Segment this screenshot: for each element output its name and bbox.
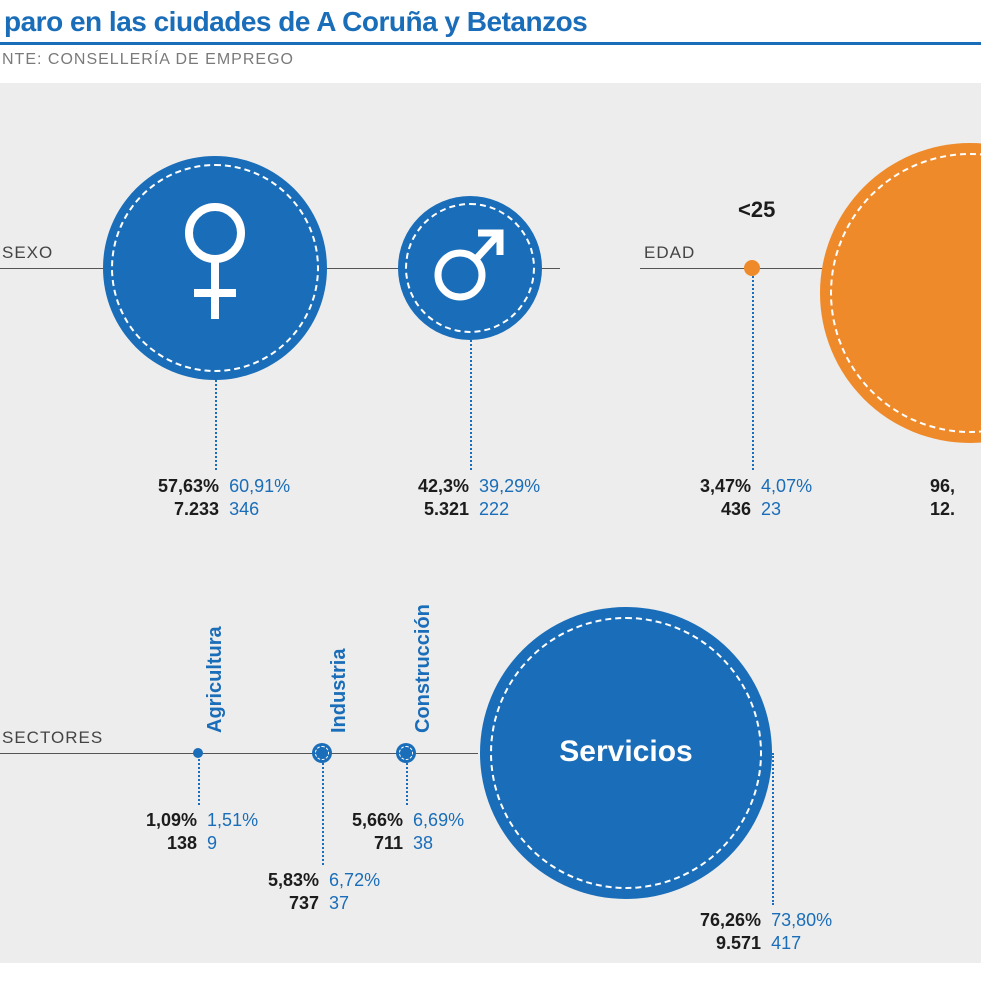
label-serv: Servicios bbox=[496, 735, 756, 769]
lead-u25 bbox=[752, 276, 754, 470]
lead-cons bbox=[406, 763, 408, 805]
infographic-canvas: SEXO EDAD SECTORES 57,63%7.233 60,91%346… bbox=[0, 83, 981, 963]
stats-agri-dark: 1,09%138 bbox=[146, 809, 197, 854]
stats-agri: 1,09%138 1,51%9 bbox=[146, 809, 258, 854]
bubble-cons bbox=[396, 743, 416, 763]
stats-agri-light: 1,51%9 bbox=[207, 809, 258, 854]
stats-male: 42,3%5.321 39,29%222 bbox=[418, 475, 540, 520]
chart-title: paro en las ciudades de A Coruña y Betan… bbox=[0, 6, 981, 38]
lead-female bbox=[215, 380, 217, 470]
label-u25: <25 bbox=[738, 197, 775, 223]
stats-male-light: 39,29%222 bbox=[479, 475, 540, 520]
stats-cons-dark: 5,66%711 bbox=[352, 809, 403, 854]
stats-serv-dark: 76,26%9.571 bbox=[700, 909, 761, 954]
source-line: NTE: CONSELLERÍA DE EMPREGO bbox=[0, 47, 981, 83]
bubble-agri bbox=[193, 748, 203, 758]
header: paro en las ciudades de A Coruña y Betan… bbox=[0, 0, 981, 45]
label-indu: Industria bbox=[328, 649, 351, 733]
label-sexo: SEXO bbox=[2, 243, 53, 263]
stats-o25: 96,12. bbox=[930, 475, 955, 520]
female-icon bbox=[180, 201, 250, 331]
stats-u25: 3,47%436 4,07%23 bbox=[700, 475, 812, 520]
bubble-u25 bbox=[744, 260, 760, 276]
lead-indu bbox=[322, 763, 324, 865]
stats-u25-dark: 3,47%436 bbox=[700, 475, 751, 520]
stats-indu-dark: 5,83%737 bbox=[268, 869, 319, 914]
label-cons: Construcción bbox=[412, 604, 435, 733]
stats-o25-dark: 96,12. bbox=[930, 475, 955, 520]
stats-indu-light: 6,72%37 bbox=[329, 869, 380, 914]
lead-serv bbox=[772, 753, 774, 905]
stats-female: 57,63%7.233 60,91%346 bbox=[158, 475, 290, 520]
label-sectores: SECTORES bbox=[2, 728, 103, 748]
stats-u25-light: 4,07%23 bbox=[761, 475, 812, 520]
stats-male-dark: 42,3%5.321 bbox=[418, 475, 469, 520]
lead-male bbox=[470, 340, 472, 470]
stats-female-dark: 57,63%7.233 bbox=[158, 475, 219, 520]
label-edad: EDAD bbox=[644, 243, 695, 263]
bubble-o25 bbox=[820, 143, 981, 443]
lead-agri bbox=[198, 759, 200, 805]
stats-cons: 5,66%711 6,69%38 bbox=[352, 809, 464, 854]
bubble-indu bbox=[312, 743, 332, 763]
stats-cons-light: 6,69%38 bbox=[413, 809, 464, 854]
stats-serv-light: 73,80%417 bbox=[771, 909, 832, 954]
male-icon bbox=[432, 223, 508, 303]
stats-female-light: 60,91%346 bbox=[229, 475, 290, 520]
label-agri: Agricultura bbox=[204, 626, 227, 733]
stats-indu: 5,83%737 6,72%37 bbox=[268, 869, 380, 914]
stats-serv: 76,26%9.571 73,80%417 bbox=[700, 909, 832, 954]
